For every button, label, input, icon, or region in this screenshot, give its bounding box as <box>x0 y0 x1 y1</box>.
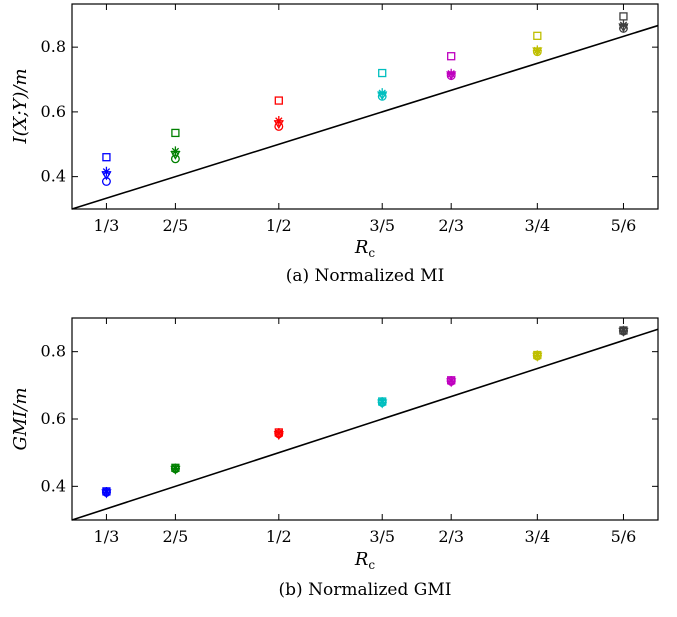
point-star <box>618 325 628 336</box>
panel-caption: (a) Normalized MI <box>286 266 445 286</box>
y-axis-label: I(X;Y)/m <box>10 68 31 144</box>
x-axis-label: Rc <box>354 237 376 260</box>
point-circle <box>377 91 387 101</box>
point-star <box>446 68 456 79</box>
point-circle <box>619 326 628 336</box>
panel-normalized-mi: 1/3 2/5 1/2 3/5 2/3 3/4 5/6 0.4 0.6 0.8 Rc I(X;Y… <box>10 3 659 286</box>
point-circle <box>532 351 542 361</box>
point-triangle <box>101 171 112 181</box>
point-star <box>446 375 456 386</box>
data-points <box>101 12 629 186</box>
point-square <box>619 12 628 21</box>
point-circle <box>170 464 180 474</box>
x-tick-label: 3/5 <box>369 216 395 235</box>
point-triangle <box>446 378 457 388</box>
point-square <box>102 153 111 162</box>
point-square <box>274 96 283 105</box>
point-star <box>170 463 180 474</box>
point-star <box>101 487 111 498</box>
reference-line-segment <box>71 24 659 210</box>
point-square <box>447 52 456 61</box>
x-tick-label: 2/5 <box>163 527 189 546</box>
x-ticks: 1/3 2/5 1/2 3/5 2/3 3/4 5/6 <box>94 4 637 235</box>
x-tick-label: 2/3 <box>438 527 464 546</box>
point-circle <box>274 122 284 131</box>
x-ticks: 1/3 2/5 1/2 3/5 2/3 3/4 5/6 <box>94 318 637 546</box>
point-triangle <box>377 399 388 409</box>
y-tick-label: 0.6 <box>41 102 66 121</box>
point-triangle <box>273 431 284 441</box>
point-circle <box>446 376 456 386</box>
y-ticks: 0.4 0.6 0.8 <box>41 342 658 495</box>
data-points <box>101 325 629 499</box>
y-axis-label: GMI/m <box>10 387 31 450</box>
point-star <box>532 45 542 56</box>
point-circle <box>377 398 387 407</box>
x-tick-label: 2/3 <box>438 216 464 235</box>
y-tick-label: 0.6 <box>41 409 66 428</box>
point-triangle <box>618 327 629 337</box>
point-square <box>171 128 180 138</box>
point-circle <box>446 71 456 81</box>
point-star <box>532 350 542 361</box>
point-circle <box>101 487 111 497</box>
y-tick-label: 0.4 <box>41 476 66 495</box>
plot-frame <box>71 317 659 521</box>
x-tick-label: 5/6 <box>611 216 637 235</box>
panel-normalized-gmi: 1/3 2/5 1/2 3/5 2/3 3/4 5/6 0.4 0.6 0.8 Rc GMI/m… <box>10 317 659 600</box>
point-circle <box>101 177 111 186</box>
y-tick-label: 0.4 <box>41 167 66 186</box>
point-circle <box>170 154 180 164</box>
x-tick-label: 5/6 <box>611 527 637 546</box>
point-triangle <box>532 352 543 362</box>
x-tick-label: 1/3 <box>94 216 120 235</box>
point-star <box>377 397 387 408</box>
x-tick-label: 1/2 <box>266 527 292 546</box>
x-axis-label: Rc <box>354 549 376 572</box>
x-tick-label: 1/3 <box>94 527 120 546</box>
reference-line <box>71 24 659 210</box>
reference-line <box>71 328 659 521</box>
x-tick-label: 2/5 <box>163 216 189 235</box>
x-tick-label: 3/5 <box>369 527 395 546</box>
x-tick-label: 3/4 <box>524 216 550 235</box>
point-square <box>533 31 542 40</box>
x-tick-label: 1/2 <box>266 216 292 235</box>
panel-caption: (b) Normalized GMI <box>279 580 452 600</box>
plot-frame <box>71 3 659 210</box>
reference-line-segment <box>71 328 659 521</box>
point-square <box>378 68 387 78</box>
point-circle <box>532 47 542 57</box>
x-tick-label: 3/4 <box>524 527 550 546</box>
y-ticks: 0.4 0.6 0.8 <box>41 37 658 186</box>
point-triangle <box>273 120 284 130</box>
point-circle <box>274 429 284 439</box>
y-tick-label: 0.8 <box>41 342 66 361</box>
y-tick-label: 0.8 <box>41 37 66 56</box>
point-triangle <box>101 489 112 499</box>
point-star <box>274 428 284 439</box>
point-triangle <box>170 465 181 475</box>
point-circle <box>619 23 628 33</box>
